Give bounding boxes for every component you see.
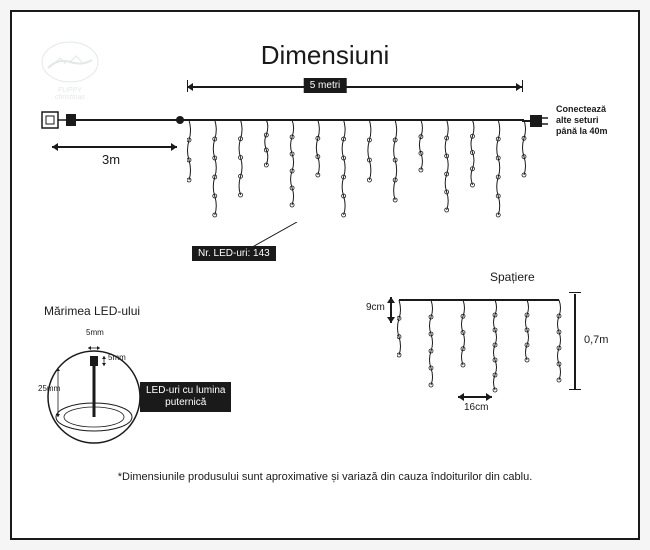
- led-size-title: Mărimea LED-ului: [44, 304, 140, 318]
- plug-left: [40, 104, 190, 144]
- cable-arrow: [52, 146, 177, 148]
- cable-length: 3m: [102, 152, 120, 167]
- led-depth-label: 25mm: [38, 384, 60, 393]
- width-arrow: [187, 86, 522, 88]
- diagram-frame: FLIPPY christmas Dimensiuni 5 metri 3m C…: [10, 10, 640, 540]
- page-title: Dimensiuni: [261, 40, 390, 71]
- led-width-label: 5mm: [86, 328, 104, 337]
- spacing-curtain: [397, 292, 562, 402]
- height-tick-top: [569, 292, 581, 293]
- spacing-horiz-label: 16cm: [464, 402, 488, 413]
- led-height-label: 5mm: [108, 353, 126, 362]
- spacing-drop-label: 9cm: [366, 302, 385, 313]
- spacing-height-label: 0,7m: [584, 334, 608, 346]
- led-count-label: Nr. LED-uri: 143: [192, 246, 276, 261]
- main-curtain: [187, 112, 532, 242]
- brand-logo: FLIPPY christmas: [40, 40, 100, 90]
- connect-note: Conectează alte seturi până la 40m: [556, 104, 608, 136]
- footnote: *Dimensiunile produsului sunt aproximati…: [118, 471, 533, 483]
- plug-right: [522, 112, 552, 130]
- spacing-drop-arrow: [390, 297, 392, 323]
- height-tick-bot: [569, 389, 581, 390]
- spacing-horiz-arrow: [458, 396, 492, 398]
- spacing-title: Spațiere: [490, 270, 535, 284]
- width-label: 5 metri: [304, 78, 347, 93]
- led-brightness-label: LED-uri cu lumina puternică: [140, 382, 231, 412]
- spacing-height-line: [574, 294, 576, 389]
- dim-tick-right: [522, 80, 523, 92]
